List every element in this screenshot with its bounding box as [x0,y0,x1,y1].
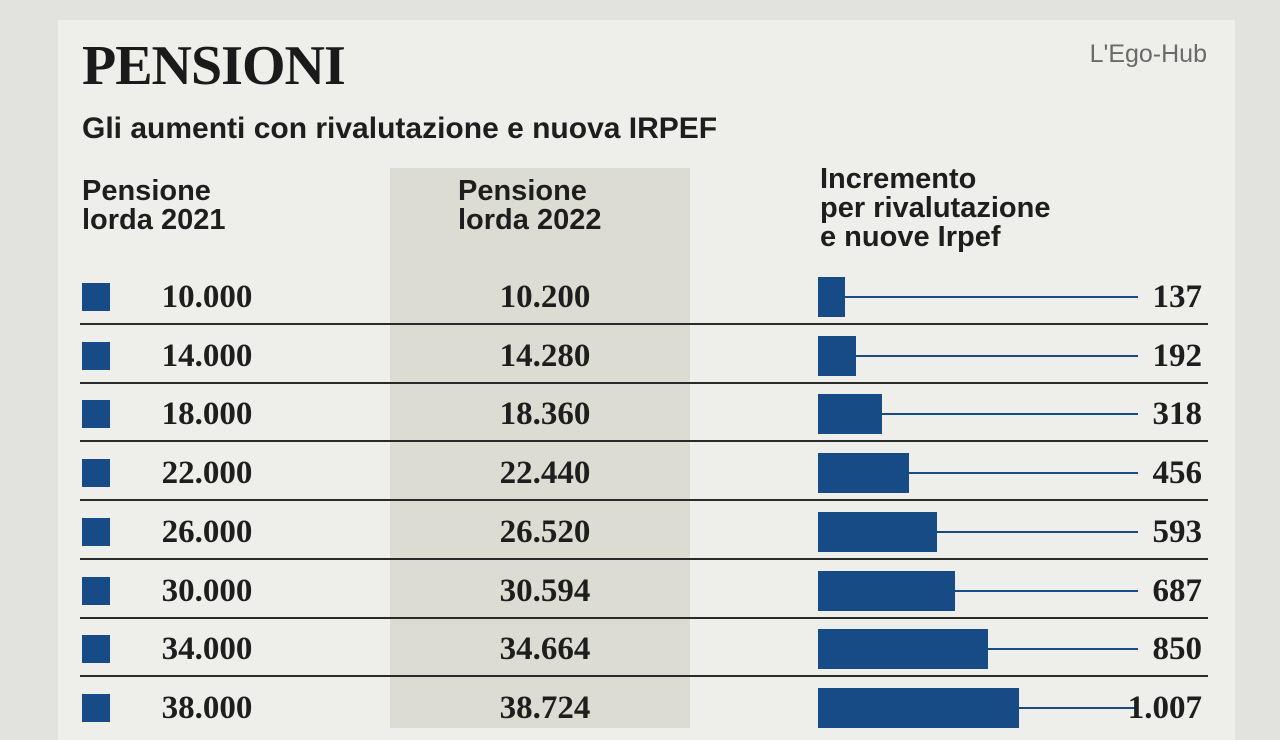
pension-2021: 18.000 [161,396,253,433]
pension-2021: 14.000 [161,337,253,374]
increment-label: 456 [1152,455,1203,492]
row-separator [80,499,1208,502]
pension-2021: 30.000 [161,572,253,609]
bar-leader [856,354,1138,357]
highlight-column [390,168,690,728]
pension-2022: 18.360 [499,396,591,433]
column-header: e nuove Irpef [820,221,1001,253]
bar-leader [1019,706,1138,709]
increment-bar [818,277,846,317]
pension-2021: 38.000 [161,689,253,726]
pension-2021: 10.000 [161,279,253,315]
row-marker [82,341,110,370]
increment-label: 192 [1152,337,1203,374]
bar-leader [909,472,1138,475]
increment-label: 137 [1152,279,1203,315]
row-marker [82,576,110,605]
row-marker [82,400,110,429]
page: {"header": {"title": "PENSIONI", "subtit… [58,20,1235,740]
row-separator [80,675,1208,678]
row-marker [82,635,110,664]
row-separator [80,557,1208,560]
bar-leader [845,296,1138,298]
increment-label: 687 [1152,572,1203,609]
row-marker [82,459,110,488]
bar-leader [881,413,1138,416]
pension-2021: 26.000 [161,513,253,550]
row-separator [80,440,1208,443]
column-header: Incremento [820,163,977,195]
pension-2022: 30.594 [499,572,591,609]
increment-bar [818,687,1020,728]
column-header: lorda 2022 [458,204,602,236]
row-marker [82,283,110,311]
pension-2022: 34.664 [499,631,591,668]
increment-label: 318 [1152,396,1203,433]
pension-2022: 14.280 [499,337,591,374]
row-separator [80,381,1208,384]
column-header: per rivalutazione [820,192,1051,224]
increment-bar [818,394,882,435]
pension-2021: 22.000 [161,455,253,492]
title: PENSIONI [82,35,346,97]
bar-leader [936,530,1138,533]
pension-2021: 34.000 [161,631,253,668]
increment-bar [818,335,857,376]
row-marker [82,517,110,546]
increment-bar [818,511,937,552]
row-separator [80,616,1208,619]
pension-2022: 26.520 [499,513,591,550]
increment-bar [818,453,910,494]
source: L'Ego-Hub [1089,40,1207,68]
column-header: lorda 2021 [82,204,226,236]
increment-bar [818,570,956,611]
column-header: Pensione [458,175,587,207]
pension-2022: 10.200 [499,279,591,315]
subtitle: Gli aumenti con rivalutazione e nuova IR… [82,112,718,145]
increment-label: 1.007 [1127,689,1202,726]
row-marker [82,693,110,722]
row-separator [80,323,1208,325]
increment-bar [818,629,988,670]
bar-leader [988,648,1138,651]
column-header: Pensione [82,175,211,207]
increment-label: 593 [1152,513,1203,550]
pension-2022: 38.724 [499,689,591,726]
pension-2022: 22.440 [499,455,591,492]
increment-label: 850 [1152,631,1203,668]
bar-leader [955,589,1138,592]
